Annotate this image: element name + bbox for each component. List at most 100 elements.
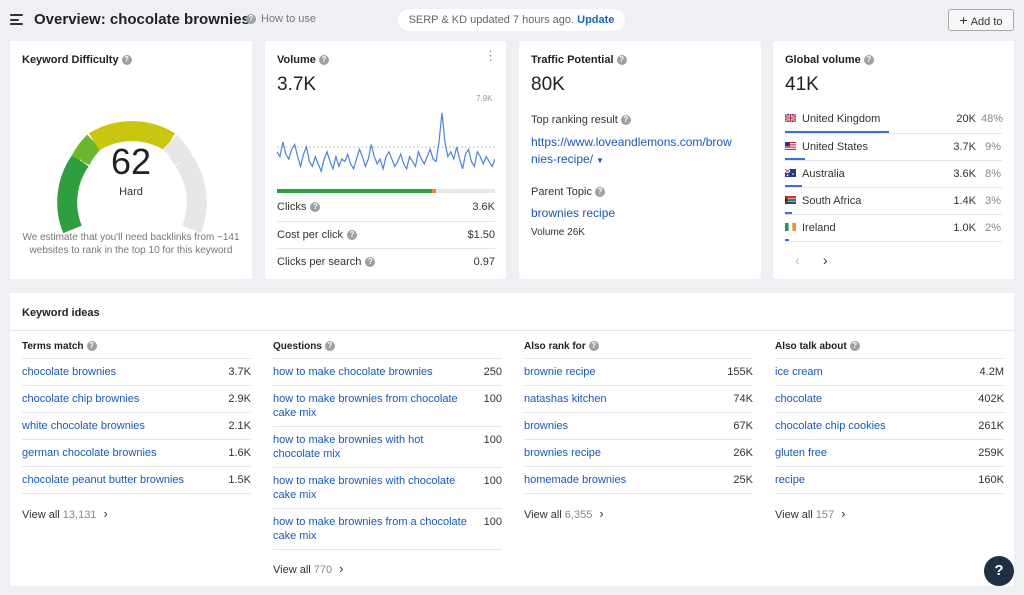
view-all-link[interactable]: View all 157 › xyxy=(775,506,845,521)
row-divider xyxy=(273,508,502,509)
list-item[interactable]: brownies 67K xyxy=(524,419,753,433)
list-item[interactable]: chocolate peanut butter brownies 1.5K xyxy=(22,473,251,487)
row-divider xyxy=(22,466,251,467)
prev-page-icon[interactable]: ‹ xyxy=(795,252,800,268)
list-item[interactable]: chocolate brownies 3.7K xyxy=(22,365,251,379)
list-item[interactable]: how to make chocolate brownies 250 xyxy=(273,365,502,379)
list-item[interactable]: natashas kitchen 74K xyxy=(524,392,753,406)
keyword-link[interactable]: chocolate peanut butter brownies xyxy=(22,474,185,486)
top-result-link[interactable]: https://www.loveandlemons.com/brow nies-… xyxy=(531,134,732,169)
chevron-right-icon: › xyxy=(339,561,344,576)
keyword-volume: 259K xyxy=(978,447,1004,459)
next-page-icon[interactable]: › xyxy=(823,252,828,268)
add-to-button[interactable]: + Add to xyxy=(948,9,1014,31)
help-icon[interactable]: ? xyxy=(595,187,606,198)
keyword-link[interactable]: chocolate chip cookies xyxy=(775,420,886,432)
update-link[interactable]: Update xyxy=(577,14,615,26)
help-icon[interactable]: ? xyxy=(121,55,132,66)
how-to-use-link[interactable]: ? How to use xyxy=(246,13,316,25)
list-item[interactable]: chocolate 402K xyxy=(775,392,1004,406)
keyword-link[interactable]: chocolate brownies xyxy=(22,366,117,378)
traffic-title: Traffic Potential? xyxy=(531,54,627,66)
row-divider xyxy=(273,385,502,386)
column-header-text: Also rank for xyxy=(524,341,586,352)
keyword-link[interactable]: brownies xyxy=(524,420,569,432)
help-icon[interactable]: ? xyxy=(318,55,329,66)
view-all-link[interactable]: View all 13,131 › xyxy=(22,506,108,521)
list-item[interactable]: brownie recipe 155K xyxy=(524,365,753,379)
keyword-link[interactable]: how to make chocolate brownies xyxy=(273,366,433,378)
list-item[interactable]: chocolate chip cookies 261K xyxy=(775,419,1004,433)
cps-value: 0.97 xyxy=(473,256,495,268)
country-share-bar xyxy=(785,212,792,214)
parent-topic-link[interactable]: brownies recipe xyxy=(531,206,616,220)
country-share: 48% xyxy=(981,113,1004,125)
help-chat-button[interactable]: ? xyxy=(984,556,1014,586)
keyword-link[interactable]: how to make brownies from chocolate cake… xyxy=(273,393,458,419)
volume-title: Volume? xyxy=(277,54,329,66)
country-share: 3% xyxy=(985,195,1001,207)
keyword-link[interactable]: natashas kitchen xyxy=(524,393,607,405)
help-icon[interactable]: ? xyxy=(620,115,631,126)
help-icon[interactable]: ? xyxy=(310,202,321,213)
keyword-link[interactable]: chocolate chip brownies xyxy=(22,393,140,405)
country-row-za[interactable]: South Africa 1.4K 3% xyxy=(785,187,1002,214)
keyword-volume: 2.9K xyxy=(228,393,251,405)
list-item[interactable]: chocolate chip brownies 2.9K xyxy=(22,392,251,406)
view-all-link[interactable]: View all 6,355 › xyxy=(524,506,604,521)
how-to-use-label: How to use xyxy=(261,13,317,25)
parent-topic-label-text: Parent Topic xyxy=(531,186,592,198)
help-icon[interactable]: ? xyxy=(588,341,599,352)
help-icon[interactable]: ? xyxy=(616,55,627,66)
volume-card: Volume? ⋮ 3.7K 7.9K Clicks? 3.6K Cost per… xyxy=(265,41,506,279)
view-all-label: View all xyxy=(524,509,562,521)
list-item[interactable]: how to make brownies from a chocolate ca… xyxy=(273,515,502,543)
row-divider xyxy=(273,467,502,468)
keyword-volume: 100 xyxy=(483,393,502,405)
view-all-count: 6,355 xyxy=(564,509,593,521)
list-item[interactable]: german chocolate brownies 1.6K xyxy=(22,446,251,460)
chevron-right-icon: › xyxy=(103,506,108,521)
list-item[interactable]: homemade brownies 25K xyxy=(524,473,753,487)
help-icon[interactable]: ? xyxy=(863,55,874,66)
help-icon[interactable]: ? xyxy=(849,341,860,352)
keyword-link[interactable]: recipe xyxy=(775,474,805,486)
keyword-link[interactable]: how to make brownies from a chocolate ca… xyxy=(273,516,467,542)
list-item[interactable]: recipe 160K xyxy=(775,473,1004,487)
menu-icon[interactable] xyxy=(10,14,23,25)
country-row-uk[interactable]: United Kingdom 20K 48% xyxy=(785,106,1004,133)
help-icon[interactable]: ? xyxy=(324,341,335,352)
list-item[interactable]: gluten free 259K xyxy=(775,446,1004,460)
country-row-ie[interactable]: Ireland 1.0K 2% xyxy=(785,214,1002,241)
country-name: Australia xyxy=(802,168,845,180)
country-row-us[interactable]: United States 3.7K 9% xyxy=(785,133,1002,160)
list-item[interactable]: how to make brownies from chocolate cake… xyxy=(273,392,502,420)
keyword-link[interactable]: ice cream xyxy=(775,366,823,378)
keyword-link[interactable]: gluten free xyxy=(775,447,827,459)
view-all-label: View all xyxy=(22,509,60,521)
list-item[interactable]: ice cream 4.2M xyxy=(775,365,1004,379)
keyword-link[interactable]: chocolate xyxy=(775,393,823,405)
more-options-icon[interactable]: ⋮ xyxy=(484,48,497,63)
keyword-link[interactable]: brownies recipe xyxy=(524,447,602,459)
help-icon[interactable]: ? xyxy=(365,257,376,268)
keyword-link[interactable]: how to make brownies with hot chocolate … xyxy=(273,434,424,460)
help-icon[interactable]: ? xyxy=(86,341,97,352)
view-all-link[interactable]: View all 770 › xyxy=(273,561,343,576)
help-icon: ? xyxy=(246,14,256,25)
list-item[interactable]: how to make brownies with chocolate cake… xyxy=(273,474,502,502)
global-value: 41K xyxy=(785,74,819,95)
country-row-au[interactable]: Australia 3.6K 8% xyxy=(785,160,1002,187)
keyword-link[interactable]: how to make brownies with chocolate cake… xyxy=(273,475,456,501)
list-item[interactable]: how to make brownies with hot chocolate … xyxy=(273,433,502,461)
keyword-link[interactable]: homemade brownies xyxy=(524,474,627,486)
keyword-link[interactable]: german chocolate brownies xyxy=(22,447,157,459)
list-item[interactable]: brownies recipe 26K xyxy=(524,446,753,460)
dropdown-caret-icon[interactable]: ▼ xyxy=(596,156,604,165)
view-all-count: 13,131 xyxy=(62,509,97,521)
list-item[interactable]: white chocolate brownies 2.1K xyxy=(22,419,251,433)
keyword-link[interactable]: white chocolate brownies xyxy=(22,420,145,432)
help-icon[interactable]: ? xyxy=(347,230,358,241)
keyword-link[interactable]: brownie recipe xyxy=(524,366,596,378)
kd-description: We estimate that you'll need backlinks f… xyxy=(22,232,240,256)
